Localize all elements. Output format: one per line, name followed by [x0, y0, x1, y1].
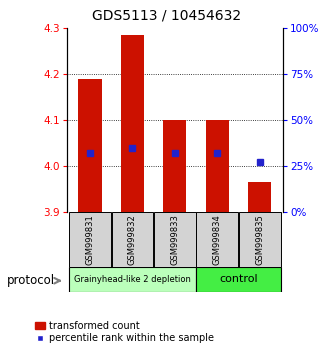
Bar: [69, 212, 111, 267]
Legend: transformed count, percentile rank within the sample: transformed count, percentile rank withi…: [32, 317, 218, 347]
Text: GSM999832: GSM999832: [128, 215, 137, 265]
Text: GSM999835: GSM999835: [255, 215, 264, 265]
Bar: [112, 212, 153, 267]
Bar: [205, 120, 229, 212]
Text: Grainyhead-like 2 depletion: Grainyhead-like 2 depletion: [74, 275, 191, 284]
Text: control: control: [219, 274, 258, 284]
Text: GSM999831: GSM999831: [86, 215, 95, 265]
Bar: [69, 267, 195, 292]
Text: GSM999833: GSM999833: [170, 215, 179, 265]
Bar: [239, 212, 280, 267]
Bar: [163, 120, 186, 212]
Text: GDS5113 / 10454632: GDS5113 / 10454632: [92, 9, 241, 23]
Bar: [196, 267, 280, 292]
Bar: [196, 212, 238, 267]
Text: protocol: protocol: [7, 274, 55, 287]
Bar: [248, 183, 271, 212]
Bar: [121, 35, 144, 212]
Bar: [154, 212, 195, 267]
Text: GSM999834: GSM999834: [213, 215, 222, 265]
Bar: [78, 79, 102, 212]
